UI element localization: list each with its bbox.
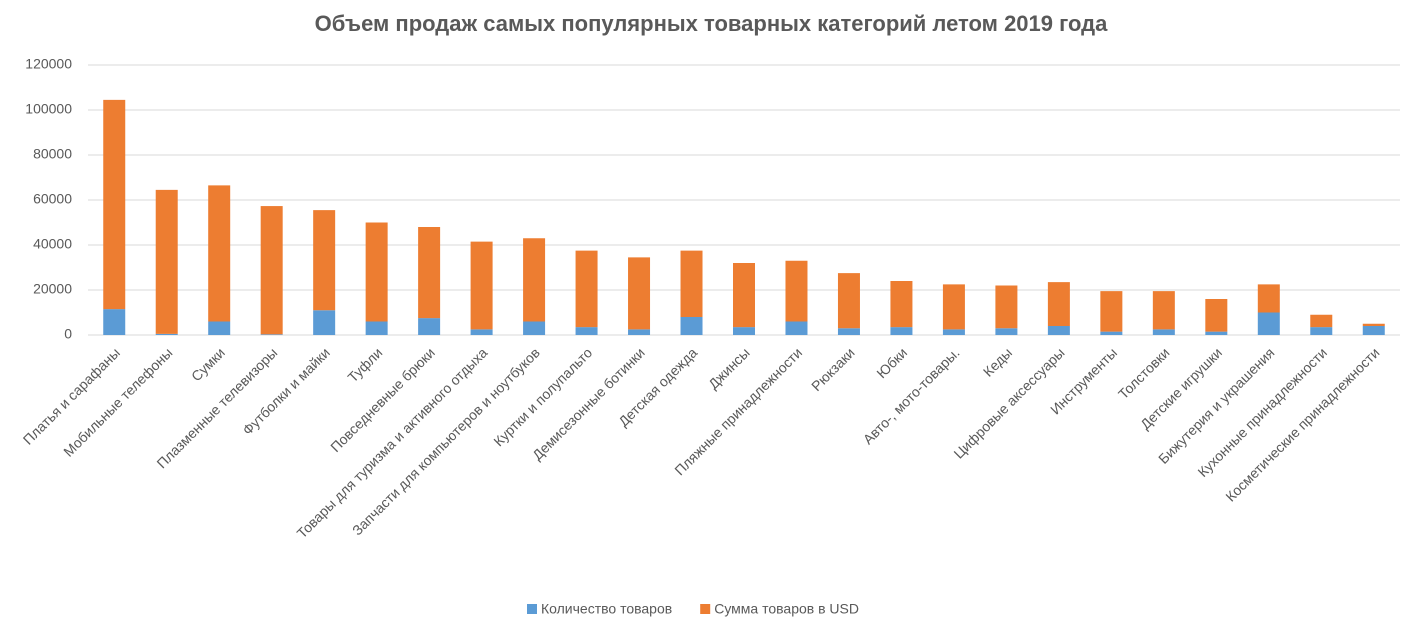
x-tick-label: Куртки и полупальто (490, 344, 595, 449)
bar-segment (1205, 331, 1228, 335)
bar-segment (995, 328, 1018, 335)
bar-segment (733, 263, 755, 328)
y-tick-label: 120000 (25, 56, 72, 72)
bar-segment (680, 317, 703, 335)
bar-segment (837, 328, 860, 335)
bar-segment (1362, 326, 1385, 335)
bar-segment (1100, 291, 1123, 332)
bar-segment (575, 250, 598, 328)
bar-segment (680, 250, 703, 317)
x-tick-label: Авто-, мото-товары. (860, 344, 963, 447)
x-tick-label: Рюкзаки (808, 344, 858, 394)
x-tick-label: Туфли (345, 344, 386, 385)
bar-segment (103, 309, 126, 335)
bar-segment (1047, 326, 1070, 335)
bar-segment (1205, 299, 1228, 332)
bar-segment (365, 321, 388, 335)
x-tick-label: Футболки и майки (239, 344, 333, 438)
x-tick-label: Запчасти для компьютеров и ноутбуков (349, 344, 543, 538)
x-tick-label: Джинсы (705, 344, 753, 392)
bar-segment (1047, 282, 1070, 326)
bar-segment (1310, 314, 1333, 328)
x-tick-label: Платья и сарафаны (20, 344, 123, 447)
legend-swatch (527, 604, 537, 614)
bar-segment (575, 327, 598, 335)
bar-segment (1362, 323, 1385, 326)
y-tick-label: 80000 (33, 146, 72, 162)
y-tick-label: 0 (64, 326, 72, 342)
bar-segment (1152, 329, 1175, 335)
bar-segment (890, 327, 913, 335)
bar-segment (1152, 291, 1175, 330)
y-tick-label: 40000 (33, 236, 72, 252)
bar-segment (260, 206, 283, 335)
legend-swatch (700, 604, 711, 614)
bar-segment (208, 185, 231, 322)
bar-segment (155, 189, 178, 334)
bar-segment (1257, 312, 1280, 335)
y-tick-label: 100000 (25, 101, 72, 117)
bar-segment (155, 333, 178, 335)
bar-segment (785, 260, 808, 322)
bar-segment (418, 318, 441, 335)
y-tick-label: 20000 (33, 281, 72, 297)
bar-segment (995, 285, 1018, 329)
bar-segment (1257, 284, 1280, 313)
y-tick-label: 60000 (33, 191, 72, 207)
x-tick-label: Сумки (188, 344, 228, 384)
bar-segment (1310, 327, 1333, 335)
x-tick-label: Повседневные брюки (327, 344, 438, 455)
bar-segment (942, 284, 965, 330)
bar-segment (1100, 331, 1123, 335)
legend-label: Сумма товаров в USD (714, 601, 859, 617)
bar-segment (942, 329, 965, 335)
bar-segment (890, 281, 913, 328)
bar-segment (208, 321, 231, 335)
x-tick-label: Товары для туризма и активного отдыха (294, 344, 491, 541)
bar-segment (365, 222, 388, 322)
bar-segment (523, 238, 546, 322)
bar-segment (523, 321, 546, 335)
x-tick-label: Мобильные телефоны (60, 344, 175, 459)
bar-segment (785, 321, 808, 335)
bar-segment (837, 273, 860, 329)
bar-segment (103, 99, 126, 310)
legend-label: Количество товаров (541, 601, 672, 617)
chart-title: Объем продаж самых популярных товарных к… (315, 11, 1108, 36)
bar-segment (470, 241, 493, 330)
bar-segment (313, 210, 336, 311)
bar-segment (260, 334, 283, 335)
x-tick-label: Юбки (873, 344, 910, 381)
bar-segment (313, 310, 336, 335)
bar-segment (628, 329, 651, 335)
bar-segment (628, 257, 651, 330)
bar-segment (418, 227, 441, 319)
bar-segment (470, 329, 493, 335)
x-tick-label: Кеды (980, 344, 1015, 379)
bar-segment (733, 327, 755, 335)
